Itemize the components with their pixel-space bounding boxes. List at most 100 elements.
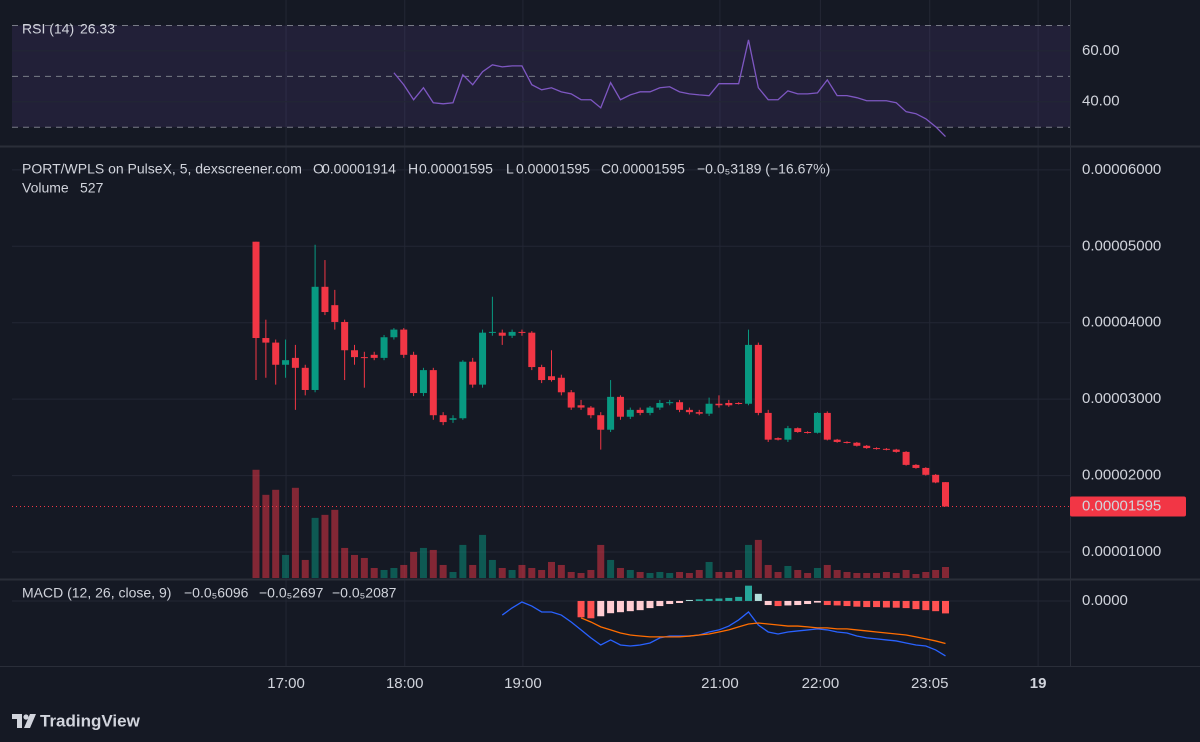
volume-bar xyxy=(479,534,487,578)
candle-body xyxy=(932,474,940,483)
macd-histogram-bar xyxy=(902,600,910,609)
volume-bar xyxy=(341,547,349,578)
candle-body xyxy=(262,338,270,343)
macd-histogram-bar xyxy=(626,600,634,612)
volume-bar xyxy=(380,569,388,578)
macd-histogram-bar xyxy=(892,600,900,608)
candle-body xyxy=(341,321,349,351)
candle-body xyxy=(794,428,802,433)
volume-bar xyxy=(646,572,654,578)
candle-body xyxy=(804,432,812,434)
volume-bar xyxy=(577,572,585,578)
candle-body xyxy=(715,403,723,406)
macd-legend-value: −0.0₅2087 xyxy=(332,585,397,601)
volume-bar xyxy=(715,571,723,578)
volume-bar xyxy=(607,559,615,578)
volume-bar xyxy=(892,572,900,578)
volume-bar xyxy=(469,564,477,578)
candle-body xyxy=(882,448,890,450)
macd-histogram-bar xyxy=(774,600,782,607)
candle-body xyxy=(390,329,398,338)
volume-bar xyxy=(932,569,940,578)
macd-histogram-bar xyxy=(725,597,733,601)
volume-bar xyxy=(557,564,565,578)
volume-bar xyxy=(282,554,290,578)
volume-bar xyxy=(784,565,792,578)
candle-body xyxy=(784,428,792,440)
volume-bar xyxy=(922,571,930,578)
candle-body xyxy=(567,392,575,408)
candle-body xyxy=(488,331,496,333)
macd-legend-value: −0.0₅6096 xyxy=(184,585,249,601)
x-tick-label: 21:00 xyxy=(701,675,739,692)
candle-body xyxy=(676,402,684,410)
volume-bar xyxy=(321,514,329,578)
candle-body xyxy=(252,241,260,339)
volume-bar xyxy=(597,544,605,578)
y-tick-label: 0.00006000 xyxy=(1082,161,1161,178)
candle-body xyxy=(272,342,280,365)
volume-bar xyxy=(823,564,831,578)
macd-histogram-bar xyxy=(636,600,644,611)
candle-body xyxy=(892,449,900,452)
macd-histogram-bar xyxy=(813,600,821,603)
volume-bar xyxy=(538,569,546,578)
volume-bar xyxy=(863,572,871,578)
candle-body xyxy=(380,337,388,358)
volume-bar xyxy=(853,572,861,578)
volume-bar xyxy=(351,554,358,578)
volume-bar xyxy=(695,569,703,578)
macd-histogram-bar xyxy=(912,600,920,610)
candle-body xyxy=(853,442,861,446)
candle-body xyxy=(607,396,615,430)
candle-body xyxy=(282,360,290,365)
macd-legend-value: −0.0₅2697 xyxy=(259,585,324,601)
candle-body xyxy=(666,402,674,404)
macd-histogram-bar xyxy=(666,600,674,605)
ohlc-label: L xyxy=(506,161,514,177)
volume-bar xyxy=(626,569,634,578)
volume-bar xyxy=(902,569,910,578)
candle-body xyxy=(685,409,693,413)
volume-bar xyxy=(882,571,890,578)
candle-body xyxy=(764,412,772,440)
candle-body xyxy=(410,354,418,394)
volume-bar xyxy=(311,517,319,578)
candle-body xyxy=(331,305,339,322)
last-price-label: 0.00001595 xyxy=(1082,498,1161,515)
candle-body xyxy=(370,354,378,358)
candle-body xyxy=(616,396,624,417)
y-tick-label: 0.00003000 xyxy=(1082,390,1161,407)
candle-body xyxy=(597,415,605,430)
volume-bar xyxy=(764,564,772,578)
brand-name: TradingView xyxy=(40,711,141,730)
volume-bar xyxy=(656,571,664,578)
macd-histogram-bar xyxy=(833,600,841,606)
x-tick-label: 18:00 xyxy=(386,675,424,692)
y-tick-label: 0.00002000 xyxy=(1082,467,1161,484)
volume-bar xyxy=(272,489,280,578)
candle-body xyxy=(419,370,427,394)
candle-body xyxy=(863,445,871,449)
macd-histogram-bar xyxy=(863,600,871,608)
volume-bar xyxy=(666,572,674,578)
ohlc-value: 0.00001914 xyxy=(322,161,396,177)
x-tick-label: 17:00 xyxy=(267,675,305,692)
volume-bar xyxy=(794,569,802,578)
macd-histogram-bar xyxy=(823,600,831,606)
signal-line xyxy=(580,617,946,645)
volume-bar xyxy=(567,571,575,578)
macd-line xyxy=(501,601,946,657)
candle-body xyxy=(311,286,319,390)
volume-bar xyxy=(548,561,555,578)
macd-histogram-bar xyxy=(745,585,752,601)
macd-histogram-bar xyxy=(587,600,595,619)
candle-body xyxy=(587,407,595,416)
macd-histogram-bar xyxy=(616,600,624,613)
candle-body xyxy=(351,350,358,358)
candle-body xyxy=(538,367,546,381)
volume-bar xyxy=(400,564,408,578)
volume-bar xyxy=(705,561,713,578)
candle-body xyxy=(735,402,743,404)
